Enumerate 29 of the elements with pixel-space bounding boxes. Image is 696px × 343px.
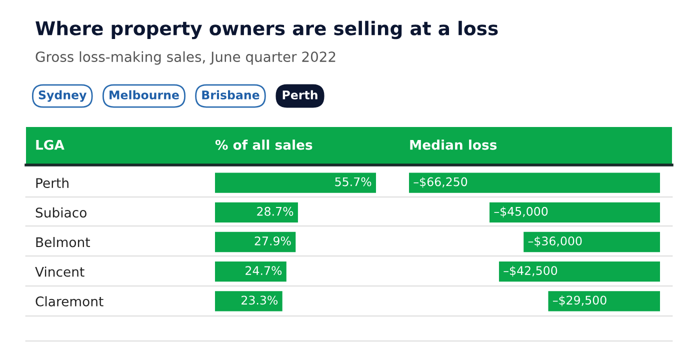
data-label: –$42,500 [504, 266, 558, 277]
chart-title: Median loss [410, 140, 497, 150]
text: Perth [282, 90, 318, 100]
data-label: 55.7% [335, 177, 372, 186]
data-label: 24.7% [246, 266, 282, 276]
data-label: 23.3% [242, 296, 278, 305]
text: Melbourne [110, 90, 179, 100]
data-label: –$36,000 [528, 236, 582, 247]
data-label: –$45,000 [494, 206, 548, 218]
data-label: –$29,500 [552, 295, 606, 306]
text: Sydney [38, 90, 87, 102]
bar [215, 291, 282, 312]
data-label: 27.9% [254, 236, 291, 246]
text: Brisbane [202, 90, 260, 100]
bar [215, 262, 286, 282]
y-tick-label: Perth [36, 178, 68, 188]
y-tick-label: Claremont [36, 296, 104, 306]
chart-title: % of all sales [215, 140, 312, 150]
y-axis-title: LGA [36, 140, 64, 150]
y-tick-label: Vincent [35, 266, 84, 277]
bar [215, 172, 376, 193]
text: Gross loss-making sales, June quarter 2022 [36, 51, 336, 65]
data-label: 28.7% [257, 206, 294, 216]
y-tick-label: Subiaco [36, 207, 86, 218]
bar [215, 232, 296, 252]
bar [215, 202, 298, 222]
text: Where property owners are selling at a loss [36, 20, 498, 40]
y-tick-label: Belmont [36, 236, 90, 248]
data-label: –$66,250 [414, 177, 468, 188]
